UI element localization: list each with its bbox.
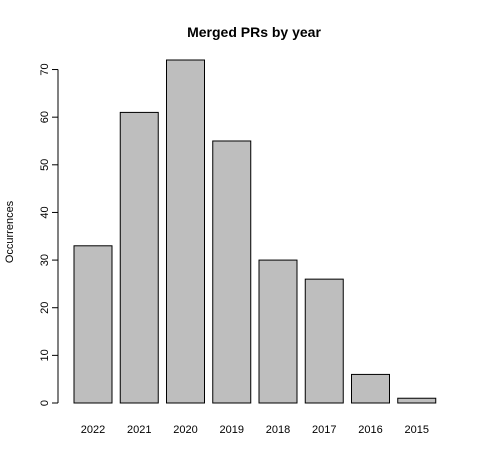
y-tick-label: 10 (39, 349, 51, 361)
x-tick-label-2021: 2021 (127, 424, 151, 436)
x-tick-label-2020: 2020 (173, 424, 197, 436)
bar-2020 (166, 59, 205, 404)
y-tick-label: 70 (39, 63, 51, 75)
x-tick-label-2018: 2018 (266, 424, 290, 436)
y-tick-label: 0 (39, 400, 51, 406)
y-tick-label: 20 (39, 302, 51, 314)
y-tick-label: 40 (39, 206, 51, 218)
bars (73, 59, 437, 404)
x-tick-label-2017: 2017 (312, 424, 336, 436)
x-tick-label-2022: 2022 (81, 424, 105, 436)
bar-2018 (258, 259, 298, 404)
y-axis: 0 10 20 30 40 50 60 70 (39, 63, 59, 406)
y-axis-label: Occurrences (4, 200, 16, 263)
y-tick-label: 50 (39, 159, 51, 171)
bar-2015 (397, 397, 437, 404)
bar-2019 (212, 140, 252, 404)
x-axis-labels: 2022 2021 2020 2019 2018 2017 2016 2015 (81, 424, 429, 436)
y-tick-label: 30 (39, 254, 51, 266)
x-tick-label-2015: 2015 (405, 424, 429, 436)
x-tick-label-2019: 2019 (220, 424, 244, 436)
bar-2021 (119, 111, 159, 404)
bar-2016 (351, 373, 390, 404)
bar-2022 (73, 245, 113, 404)
bar-2017 (304, 278, 344, 404)
chart-title: Merged PRs by year (187, 24, 321, 40)
x-tick-label-2016: 2016 (358, 424, 382, 436)
y-tick-label: 60 (39, 111, 51, 123)
